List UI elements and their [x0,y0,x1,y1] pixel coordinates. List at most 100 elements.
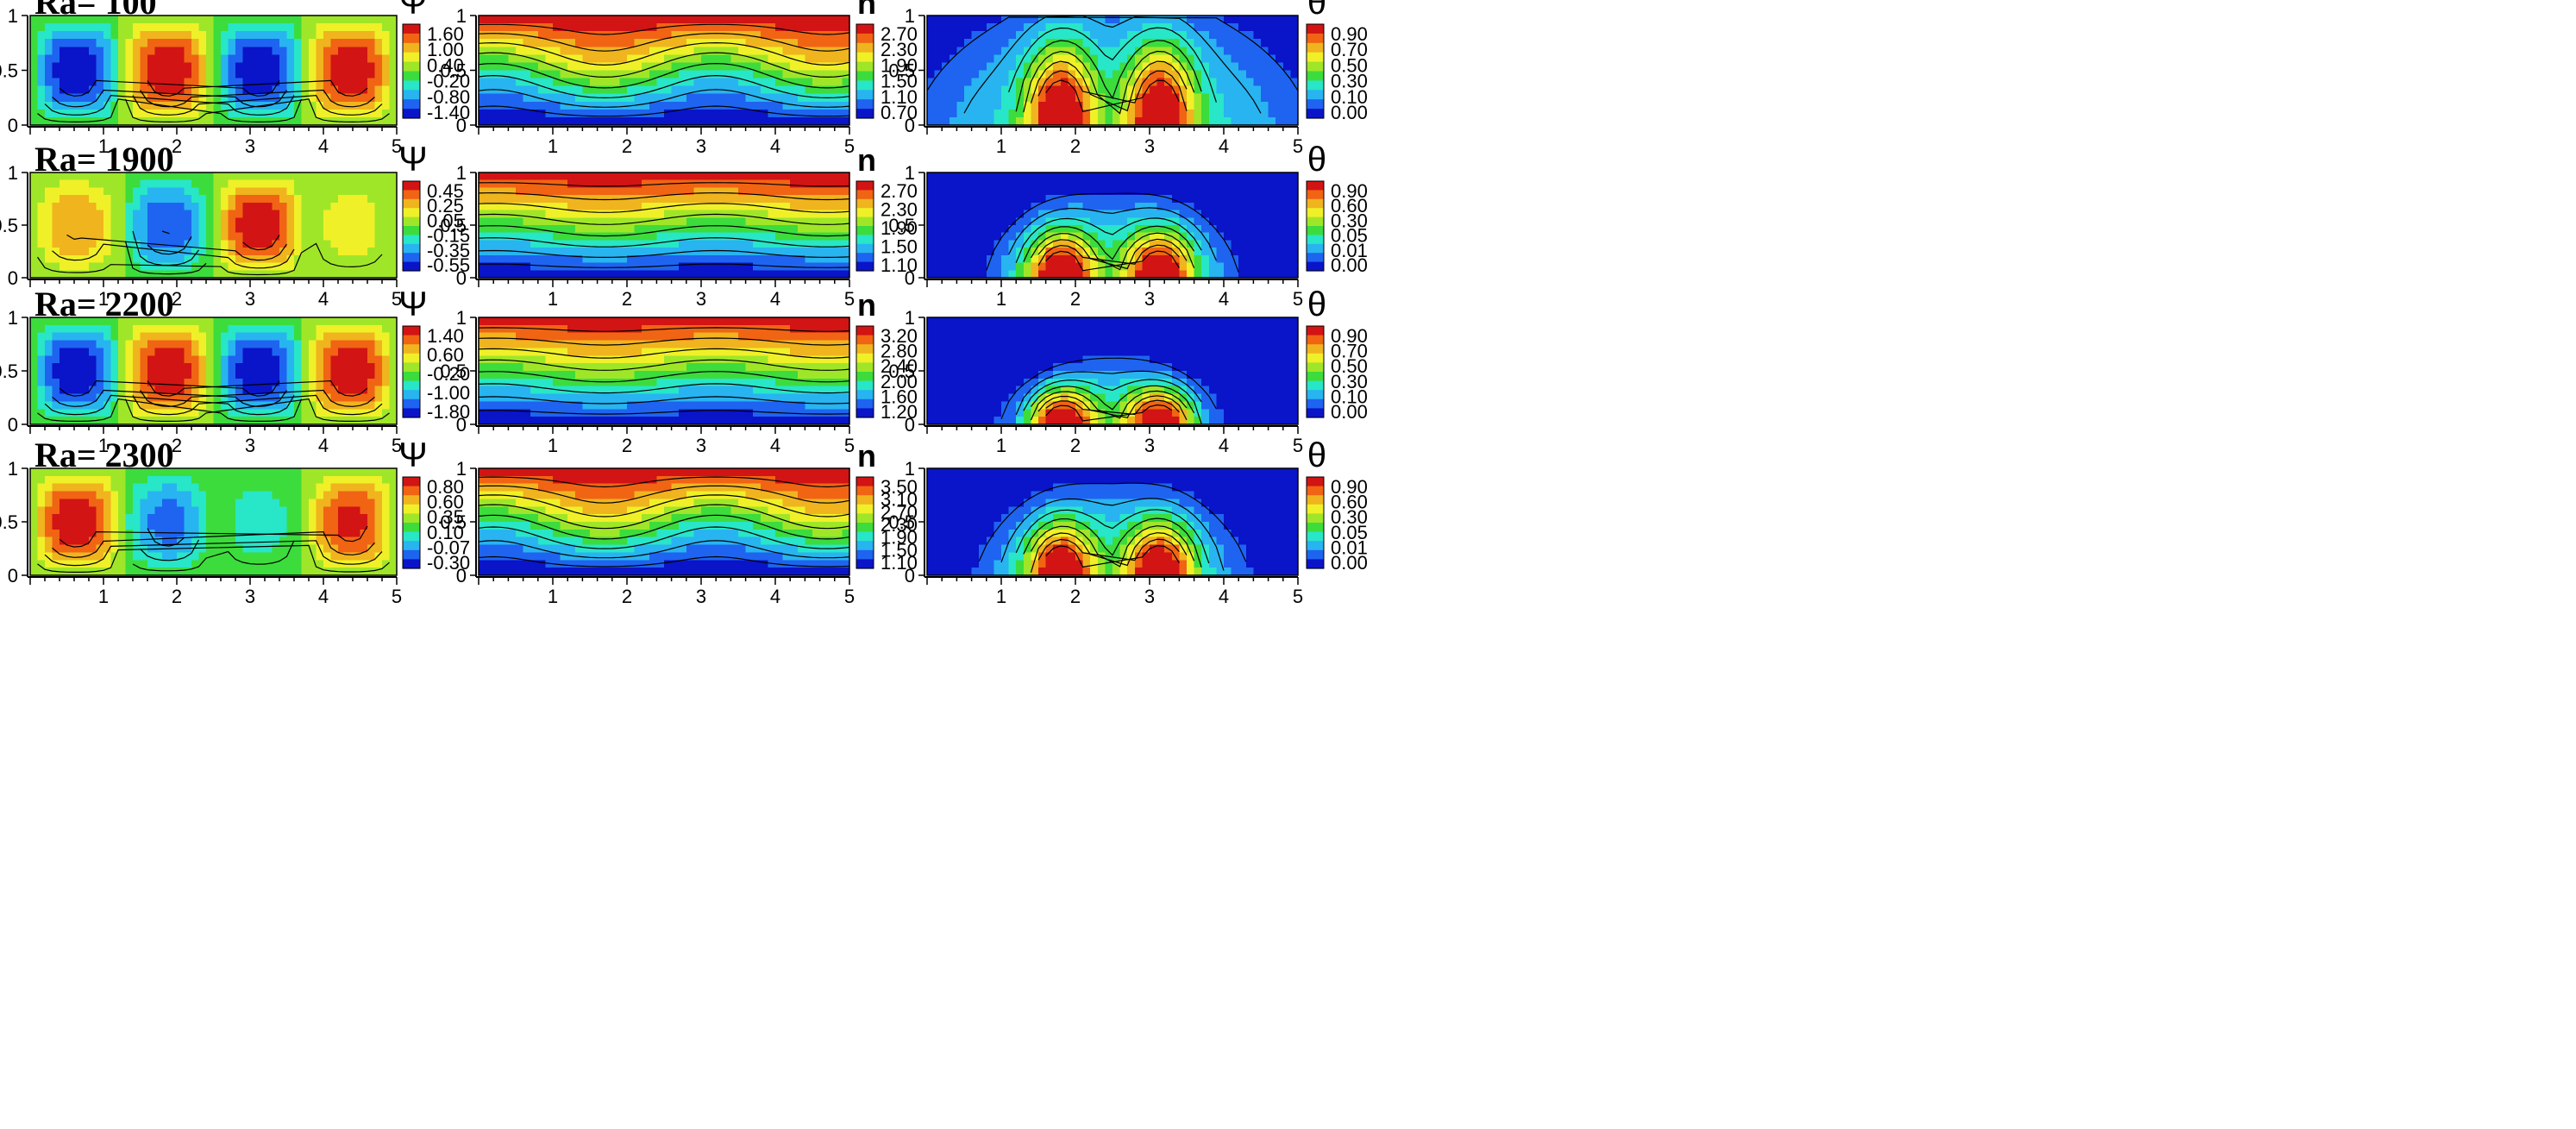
contour-cell [986,195,994,204]
contour-cell [1060,187,1069,196]
contour-cell [627,172,636,181]
contour-cell [842,39,850,47]
contour-cell [671,217,680,226]
contour-cell [272,23,280,32]
contour-cell [1150,23,1158,32]
contour-cell [1224,116,1232,126]
contour-cell [286,70,295,79]
contour-cell [96,240,104,248]
contour-cell [993,254,1002,264]
contour-cell [235,31,244,40]
contour-cell [753,78,762,87]
contour-cell [228,70,236,79]
contour-cell [309,262,317,271]
contour-cell [619,179,628,189]
contour-cell [213,202,222,211]
contour-cell [360,39,368,47]
contour-cell [986,217,994,226]
contour-cell [1038,39,1047,47]
contour-cell [154,317,163,326]
contour-cell [1275,232,1284,241]
contour-cell [154,409,163,417]
contour-cell [730,101,739,110]
contour-cell [1023,16,1031,24]
contour-cell [1119,195,1128,204]
contour-cell [1150,47,1158,55]
contour-cell [81,378,90,387]
contour-cell [716,202,724,211]
contour-cell [81,270,90,279]
contour-cell [1068,31,1076,40]
contour-cell [345,62,354,72]
contour-cell [1053,202,1062,211]
contour-cell [235,232,244,241]
contour-cell [493,232,502,241]
contour-cell [37,62,46,72]
contour-cell [125,109,134,118]
contour-cell [745,217,754,226]
contour-cell [753,248,762,256]
colorbar-segment [856,239,874,245]
contour-cell [812,31,821,40]
contour-cell [797,187,805,196]
contour-cell [154,217,163,226]
contour-cell [627,54,636,64]
contour-cell [611,78,620,87]
contour-cell [191,23,200,32]
contour-cell [834,85,843,95]
contour-cell [1023,248,1031,256]
contour-cell [301,93,310,103]
contour-cell [206,39,215,47]
contour-cell [805,62,813,72]
contour-cell [118,70,127,79]
contour-cell [760,31,768,40]
contour-cell [242,62,251,72]
contour-cell [597,195,605,204]
contour-cell [716,93,724,103]
contour-cell [74,47,83,55]
contour-cell [934,54,943,64]
contour-cell [1245,254,1254,264]
colorbar-segment [403,90,420,96]
contour-cell [782,270,791,279]
contour-cell [1268,16,1276,24]
contour-cell [1008,31,1017,40]
contour-cell [338,78,347,87]
contour-cell [956,270,965,279]
contour-cell [103,363,112,372]
contour-cell [1090,225,1099,234]
contour-cell [693,78,702,87]
contour-cell [805,78,813,87]
contour-cell [1053,70,1062,79]
contour-cell [206,109,215,118]
contour-cell [671,93,680,103]
contour-cell [1194,39,1202,47]
contour-cell [642,116,650,126]
contour-cell [60,240,68,248]
contour-cell [286,248,295,256]
contour-cell [949,62,957,72]
contour-cell [382,54,391,64]
contour-cell [286,93,295,103]
contour-cell [479,172,487,181]
contour-cell [701,47,710,55]
contour-cell [723,47,731,55]
contour-cell [964,54,973,64]
contour-cell [834,116,843,126]
contour-cell [1150,248,1158,256]
contour-cell [37,70,46,79]
contour-cell [1113,109,1121,118]
contour-cell [272,16,280,24]
contour-cell [1142,262,1150,271]
contour-cell [942,39,950,47]
contour-cell [177,93,185,103]
contour-cell [74,31,83,40]
contour-cell [382,262,391,271]
contour-cell [701,179,710,189]
contour-cell [956,254,965,264]
contour-cell [89,62,97,72]
contour-cell [590,187,599,196]
contour-cell [805,31,813,40]
contour-cell [1060,101,1069,110]
contour-cell [250,248,259,256]
